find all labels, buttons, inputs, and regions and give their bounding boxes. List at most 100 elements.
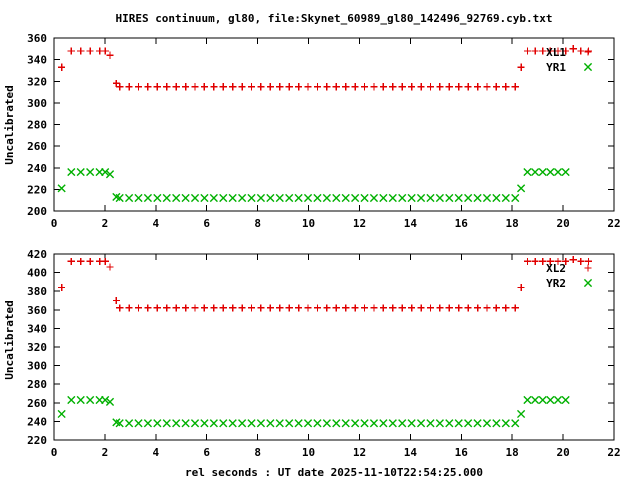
data-point [398, 419, 407, 428]
data-point [238, 419, 247, 428]
data-point [181, 419, 190, 428]
x-tick-label: 20 [556, 217, 569, 230]
x-tick-label: 22 [607, 446, 620, 459]
data-point [553, 167, 563, 177]
y-tick-label: 360 [27, 304, 47, 317]
y-tick-label: 300 [27, 360, 47, 373]
y-tick-label: 340 [27, 322, 47, 335]
x-tick-label: 20 [556, 446, 569, 459]
data-point [435, 419, 444, 428]
x-axis-label: rel seconds : UT date 2025-11-10T22:54:2… [185, 466, 483, 479]
data-point [517, 283, 525, 292]
x-tick-label: 16 [455, 446, 469, 459]
data-point [454, 193, 463, 203]
y-tick-label: 240 [27, 415, 47, 428]
data-point [492, 304, 500, 312]
data-point [492, 83, 500, 91]
data-point [398, 193, 407, 203]
x-tick-label: 2 [102, 217, 109, 230]
data-point [569, 45, 577, 53]
data-point [360, 304, 369, 312]
data-point [77, 257, 85, 266]
data-point [561, 167, 570, 177]
data-point [562, 257, 570, 266]
data-point [416, 193, 426, 203]
legend-label: YR1 [546, 61, 566, 74]
data-point [285, 419, 294, 428]
data-point [275, 193, 284, 203]
data-point [523, 167, 532, 177]
data-point [436, 83, 444, 91]
data-series [57, 167, 570, 203]
legend-marker [584, 264, 592, 272]
data-point [256, 193, 266, 203]
data-point [304, 304, 312, 312]
data-point [228, 193, 237, 203]
data-point [112, 79, 120, 88]
data-point [134, 83, 143, 91]
data-point [501, 193, 510, 203]
data-point [105, 170, 115, 179]
x-tick-label: 6 [203, 217, 210, 230]
data-point [247, 193, 256, 203]
y-tick-label: 220 [27, 183, 47, 196]
data-point [473, 419, 482, 428]
data-point [530, 167, 540, 177]
data-point [546, 47, 554, 55]
data-point [483, 304, 491, 312]
data-point [360, 419, 369, 428]
data-point [482, 193, 492, 203]
data-point [369, 419, 379, 428]
data-point [408, 83, 416, 91]
data-point [408, 304, 416, 312]
data-point [105, 397, 115, 406]
data-point [76, 395, 85, 405]
data-point [57, 184, 66, 193]
data-point [389, 304, 397, 312]
data-point [210, 83, 218, 91]
data-point [101, 167, 110, 177]
data-point [539, 47, 547, 55]
data-point [182, 304, 190, 312]
data-point [153, 193, 162, 203]
data-point [577, 47, 585, 55]
x-tick-label: 4 [153, 446, 160, 459]
data-point [209, 419, 218, 428]
data-point [445, 83, 453, 91]
data-point [538, 395, 547, 405]
data-point [67, 395, 76, 405]
data-point [238, 83, 246, 91]
data-point [210, 304, 218, 312]
data-point [219, 83, 227, 91]
data-point [153, 304, 161, 312]
data-point [523, 395, 532, 405]
data-point [445, 419, 454, 428]
data-point [67, 167, 76, 177]
data-point [379, 419, 388, 428]
data-point [229, 304, 237, 312]
data-point [523, 47, 532, 55]
data-point [101, 395, 110, 405]
y-tick-label: 240 [27, 162, 47, 175]
y-tick-label: 300 [27, 97, 47, 110]
data-point [417, 304, 425, 312]
x-tick-label: 14 [404, 446, 418, 459]
data-point [332, 193, 341, 203]
data-point [323, 83, 331, 91]
data-point [190, 419, 200, 428]
x-tick-label: 22 [607, 217, 620, 230]
data-point [86, 257, 94, 266]
data-point [511, 83, 519, 91]
legend-marker [583, 62, 593, 72]
data-point [464, 304, 472, 312]
data-point [416, 419, 426, 428]
x-tick-label: 16 [455, 217, 469, 230]
data-point [561, 395, 570, 405]
data-point [162, 419, 171, 428]
y-tick-label: 280 [27, 119, 47, 132]
data-point [435, 193, 444, 203]
data-point [322, 193, 331, 203]
